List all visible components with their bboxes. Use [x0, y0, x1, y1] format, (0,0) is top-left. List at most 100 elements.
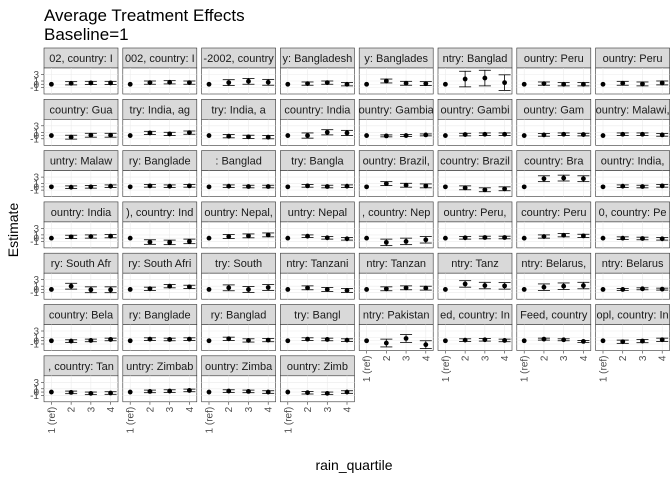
- estimate-point: [265, 389, 271, 395]
- facet-panel: ntry: Belarus: [595, 252, 670, 300]
- facet-panel: country: Peru: [516, 201, 592, 249]
- estimate-point: [246, 233, 251, 239]
- estimate-point: [640, 236, 645, 241]
- estimate-point: [502, 338, 507, 343]
- estimate-point: [88, 287, 94, 293]
- facet-strip-label: ountry: Gam: [524, 104, 585, 116]
- estimate-point: [364, 133, 369, 138]
- estimate-point: [659, 286, 665, 292]
- facet-panel: ountry: India,: [595, 150, 670, 197]
- facet-panel: opl, country: In 1 (ref) 2 3 4: [595, 304, 670, 382]
- estimate-point: [108, 337, 113, 342]
- estimate-point: [49, 389, 54, 395]
- estimate-point: [49, 133, 54, 138]
- facet-strip-label: try: India, a: [211, 104, 266, 116]
- estimate-point: [462, 337, 468, 343]
- estimate-point: [187, 239, 192, 244]
- x-tick-label: 4: [106, 406, 117, 412]
- facet-strip-label: 02, country: I: [49, 53, 113, 65]
- facet-panel: ntry: Tanzan: [358, 252, 434, 300]
- estimate-point: [68, 389, 74, 395]
- estimate-point: [482, 283, 488, 288]
- estimate-point: [502, 186, 507, 192]
- estimate-point: [600, 338, 606, 344]
- estimate-point: [403, 239, 409, 244]
- estimate-point: [383, 340, 389, 346]
- estimate-point: [305, 183, 310, 189]
- estimate-point: [502, 235, 507, 240]
- estimate-point: [187, 130, 192, 136]
- facet-strip-label: ountry: Zimb: [287, 361, 348, 373]
- facet-panel: ountry: Gam: [516, 99, 592, 146]
- estimate-point: [561, 175, 567, 181]
- facet-strip-label: country: Peru: [521, 207, 586, 219]
- x-axis-title: rain_quartile: [315, 457, 392, 473]
- facet-strip-label: , country: Tan: [48, 361, 114, 373]
- facet-strip-label: ountry: Peru,: [444, 207, 507, 219]
- facet-strip-label: try: Bangl: [294, 310, 340, 322]
- estimate-point: [364, 338, 369, 344]
- facet-strip-label: ntry: Tanzani: [286, 258, 348, 270]
- estimate-point: [600, 133, 606, 138]
- facet-strip-label: untry: Nepal: [288, 207, 347, 219]
- estimate-point: [88, 234, 94, 239]
- facet-strip-label: ntry: Belarus,: [521, 258, 586, 270]
- estimate-point: [581, 176, 586, 182]
- facet-strip-label: ntry: Belarus: [602, 258, 664, 270]
- estimate-point: [49, 338, 54, 344]
- estimate-point: [344, 130, 350, 136]
- chart-subtitle: Baseline=1: [44, 25, 129, 44]
- estimate-point: [443, 235, 448, 241]
- estimate-point: [659, 337, 665, 343]
- estimate-point: [187, 80, 192, 86]
- facet-strip-label: untry: Malaw: [50, 156, 112, 168]
- estimate-point: [88, 390, 94, 396]
- x-tick-label: 3: [86, 406, 97, 412]
- facet-panel: ountry: Gambia: [358, 99, 434, 146]
- y-tick-label: 1: [33, 384, 39, 395]
- y-tick-label: 3: [33, 378, 39, 389]
- estimate-point: [521, 235, 527, 241]
- estimate-point: [423, 237, 429, 243]
- estimate-point: [305, 285, 310, 291]
- facet-panel: ountry: Malawi,: [595, 99, 670, 146]
- facet-panel: country: Brazil: [437, 150, 513, 197]
- estimate-point: [187, 336, 192, 342]
- x-tick-label: 4: [579, 355, 590, 361]
- facet-strip-label: ountry: Gambi: [440, 104, 509, 116]
- facet-strip-label: ry: South Afr: [51, 258, 112, 270]
- estimate-point: [226, 285, 232, 291]
- estimate-point: [521, 81, 527, 87]
- estimate-point: [403, 80, 409, 86]
- facet-panel: ountry: Peru: [595, 47, 670, 95]
- estimate-point: [521, 338, 527, 344]
- x-tick-label: 4: [500, 355, 511, 361]
- facet-strip-label: try: South: [215, 258, 262, 270]
- estimate-point: [482, 131, 488, 137]
- x-tick-label: 2: [461, 355, 472, 361]
- facet-panel: ntry: Tanzani: [280, 252, 355, 300]
- x-tick-label: 4: [421, 355, 432, 361]
- estimate-point: [49, 184, 54, 190]
- estimate-point: [285, 235, 291, 241]
- estimate-point: [324, 287, 330, 292]
- facet-panel: ountry: Brazil,: [358, 150, 434, 197]
- estimate-point: [541, 132, 547, 138]
- facet-strip-label: opl, country: In: [597, 310, 669, 322]
- facet-strip-label: try: India, ag: [130, 104, 191, 116]
- estimate-point: [324, 80, 330, 86]
- facet-strip-label: ry: South Afri: [128, 258, 191, 270]
- x-tick-label: 4: [264, 406, 275, 412]
- estimate-point: [581, 81, 586, 87]
- estimate-point: [127, 184, 133, 190]
- estimate-point: [640, 81, 645, 87]
- facet-panel: , country: Nep: [358, 201, 434, 249]
- estimate-point: [305, 233, 310, 239]
- facet-panel: ), country: Ind: [122, 201, 198, 249]
